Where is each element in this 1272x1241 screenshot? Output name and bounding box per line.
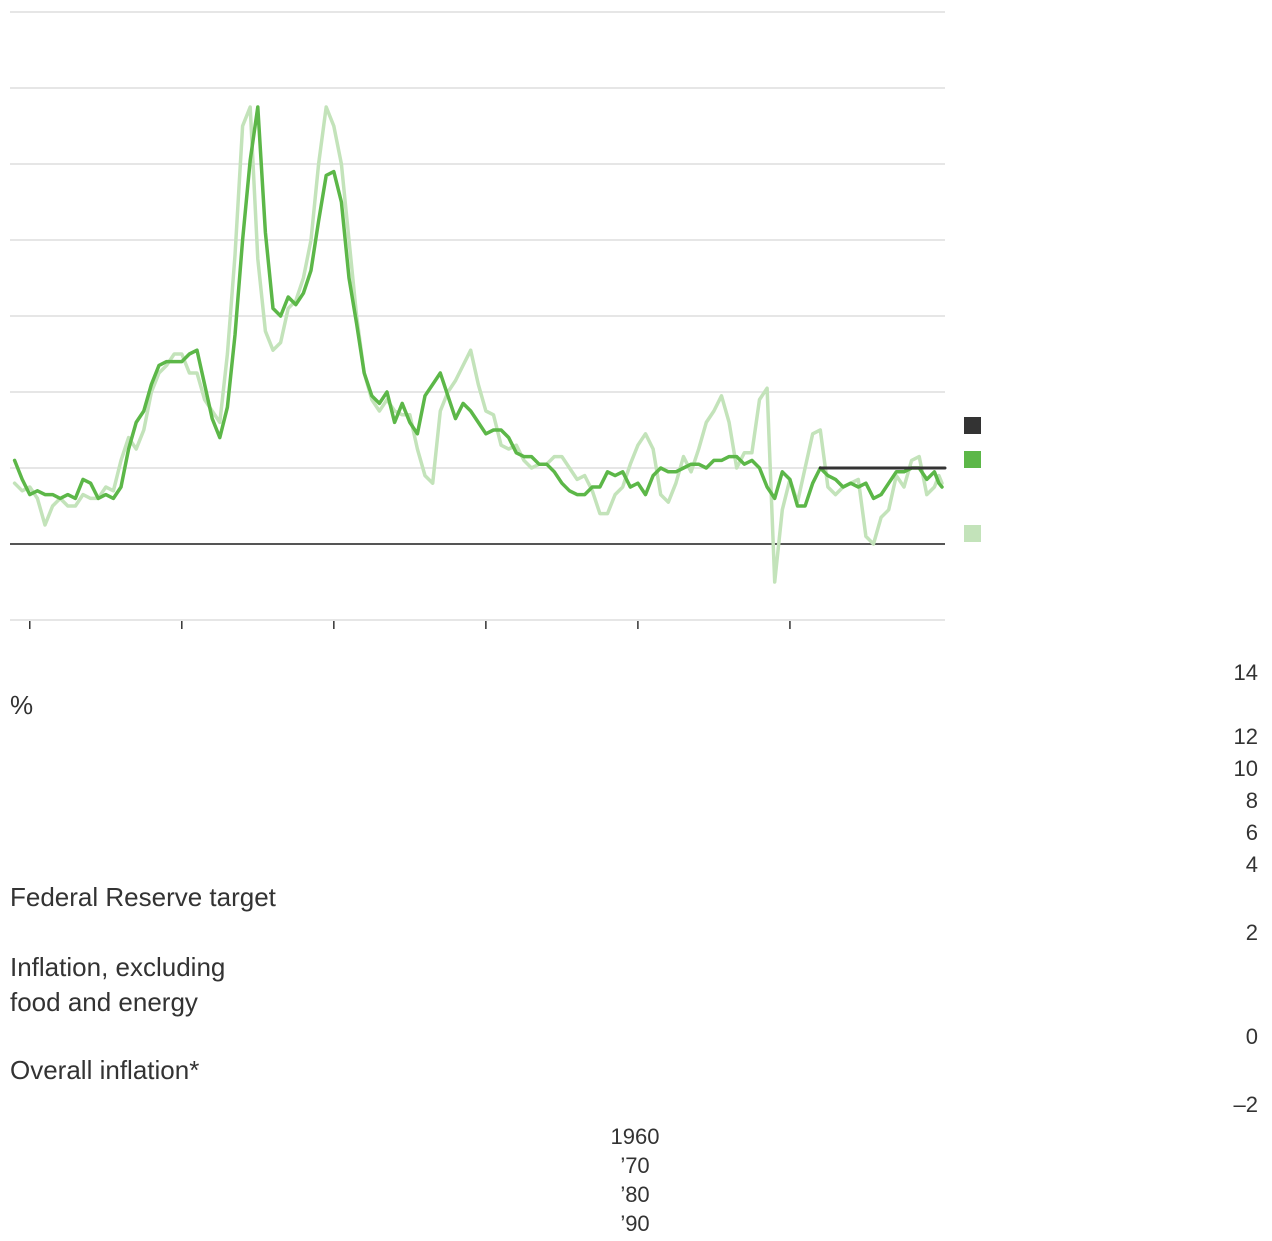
y-tick-label: 14 — [1233, 660, 1258, 685]
legend-label-overall: Overall inflation* — [10, 1055, 200, 1085]
series-line-overall — [12, 105, 944, 584]
y-tick-label: 4 — [1245, 852, 1258, 877]
y-tick-label: 0 — [1245, 1024, 1258, 1049]
unit-label: % — [10, 690, 34, 720]
inflation-chart — [10, 11, 981, 629]
series-core-inflation — [12, 105, 944, 508]
series-overall-inflation — [12, 105, 944, 584]
y-tick-label: 6 — [1245, 820, 1258, 845]
y-tick-label: 10 — [1233, 756, 1258, 781]
legend-swatch-core — [964, 451, 981, 468]
y-tick-label: 12 — [1233, 724, 1258, 749]
y-tick-label: –2 — [1233, 1092, 1258, 1117]
x-tick-label: ’70 — [620, 1153, 650, 1178]
gridlines — [10, 11, 945, 621]
legend-swatch-overall — [964, 525, 981, 542]
legend-label-core-line2: food and energy — [10, 987, 198, 1017]
legend-swatch-target — [964, 417, 981, 434]
y-tick-label: 8 — [1245, 788, 1258, 813]
legend-swatches — [964, 417, 981, 542]
legend-label-core-line1: Inflation, excluding — [10, 952, 226, 982]
legend-label-target: Federal Reserve target — [10, 882, 276, 912]
x-tick-label: ’80 — [620, 1182, 650, 1207]
series-line-core — [12, 105, 944, 508]
y-tick-label: 2 — [1245, 920, 1258, 945]
x-tick-label: ’90 — [620, 1211, 650, 1236]
x-tick-label: 1960 — [610, 1124, 660, 1149]
x-tick-marks — [29, 621, 791, 629]
